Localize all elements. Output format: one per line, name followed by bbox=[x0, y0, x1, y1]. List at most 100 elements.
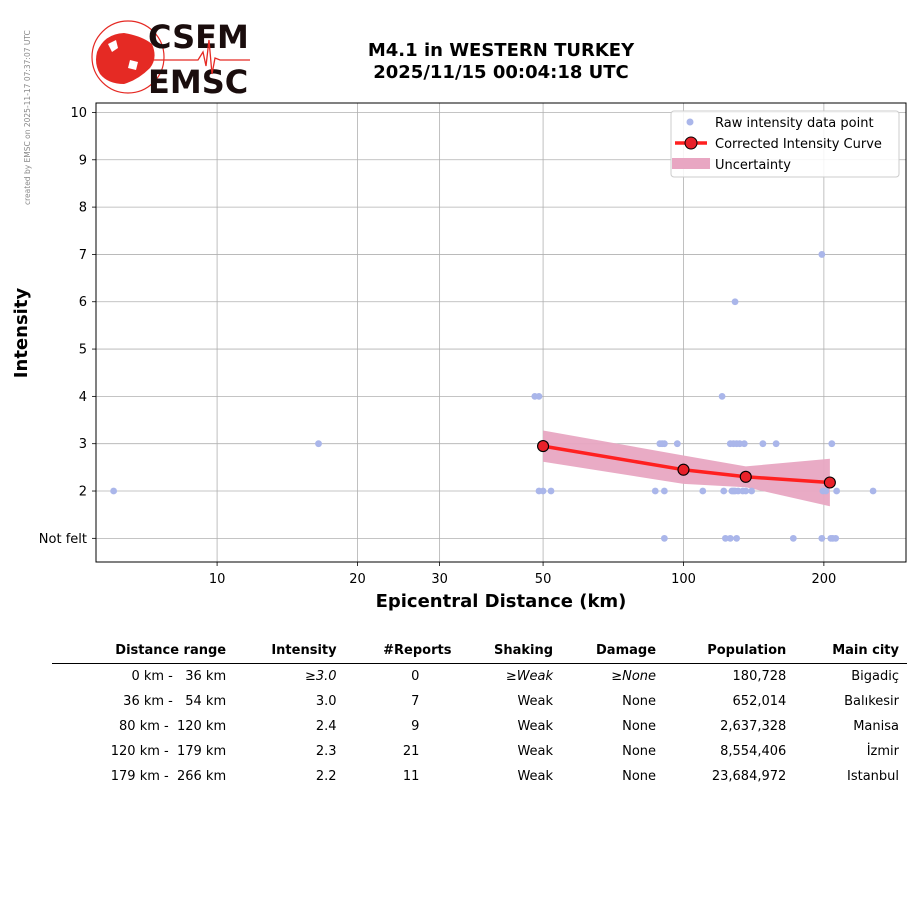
legend: Raw intensity data point Corrected Inten… bbox=[670, 110, 900, 178]
cell-city: İzmir bbox=[866, 744, 899, 759]
cell-range: 120 km - 179 km bbox=[110, 744, 227, 759]
x-tick-label: 30 bbox=[431, 572, 448, 587]
x-tick-label: 100 bbox=[671, 572, 696, 587]
raw-data-point bbox=[726, 534, 734, 542]
curve-marker bbox=[537, 440, 550, 453]
cell-reports: 0 bbox=[411, 669, 420, 684]
y-tick-label: 10 bbox=[70, 106, 87, 121]
x-tick-label: 50 bbox=[535, 572, 552, 587]
cell-damage: None bbox=[622, 719, 657, 734]
raw-data-point bbox=[818, 251, 826, 258]
x-axis-label: Epicentral Distance (km) bbox=[376, 591, 627, 612]
raw-data-point bbox=[547, 487, 555, 495]
cell-shaking: Weak bbox=[517, 719, 554, 734]
chart-title: M4.1 in WESTERN TURKEY bbox=[368, 40, 635, 61]
raw-data-point bbox=[539, 487, 547, 495]
raw-data-point bbox=[748, 487, 756, 495]
cell-damage: None bbox=[622, 744, 657, 759]
curve-layer bbox=[537, 440, 836, 489]
cell-range: 80 km - 120 km bbox=[119, 719, 227, 734]
cell-population: 2,637,328 bbox=[720, 719, 787, 734]
raw-points-layer bbox=[110, 251, 877, 542]
raw-data-point bbox=[742, 487, 750, 495]
x-tick-label: 10 bbox=[209, 572, 226, 587]
cell-damage: ≥None bbox=[611, 669, 657, 684]
header-damage: Damage bbox=[561, 638, 665, 664]
cell-intensity: 2.2 bbox=[315, 769, 337, 784]
raw-data-point bbox=[718, 392, 726, 400]
logo-line1: CSEM bbox=[148, 18, 249, 56]
table-row: 80 km - 120 km 2.4 9 Weak None 2,637,328… bbox=[52, 714, 907, 739]
header-intensity: Intensity bbox=[234, 638, 345, 664]
cell-population: 180,728 bbox=[732, 669, 787, 684]
raw-data-point bbox=[789, 534, 797, 542]
cell-intensity: 2.4 bbox=[315, 719, 337, 734]
raw-data-point bbox=[660, 440, 668, 448]
y-tick-label: 2 bbox=[79, 485, 87, 500]
cell-reports: 7 bbox=[411, 694, 420, 709]
cell-city: Manisa bbox=[853, 719, 899, 734]
cell-shaking: Weak bbox=[517, 744, 554, 759]
y-tick-label: 5 bbox=[79, 343, 87, 358]
curve-marker bbox=[677, 463, 690, 476]
y-tick-label: 7 bbox=[79, 248, 87, 263]
raw-data-point bbox=[535, 392, 543, 400]
legend-raw-label: Raw intensity data point bbox=[715, 116, 874, 131]
cell-range: 179 km - 266 km bbox=[110, 769, 227, 784]
y-ticks: Not felt 2 3 4 5 6 7 8 9 10 bbox=[39, 106, 96, 547]
raw-data-point bbox=[110, 487, 118, 495]
cell-shaking: Weak bbox=[517, 769, 554, 784]
y-tick-label: 9 bbox=[79, 153, 87, 168]
raw-data-point bbox=[731, 298, 739, 306]
cell-population: 652,014 bbox=[732, 694, 787, 709]
raw-data-point bbox=[818, 534, 826, 542]
table-row: 120 km - 179 km 2.3 21 Weak None 8,554,4… bbox=[52, 739, 907, 764]
raw-data-point bbox=[822, 487, 830, 495]
cell-shaking: ≥Weak bbox=[505, 669, 554, 684]
cell-intensity: 3.0 bbox=[315, 694, 337, 709]
y-axis-label: Intensity bbox=[11, 288, 32, 379]
raw-data-point bbox=[828, 440, 836, 448]
intensity-chart: created by EMSC on 2025-11-17 07:37:07 U… bbox=[11, 18, 907, 612]
raw-data-point bbox=[651, 487, 659, 495]
raw-data-point bbox=[673, 440, 681, 448]
curve-marker bbox=[823, 476, 836, 489]
header-population: Population bbox=[664, 638, 795, 664]
curve-marker bbox=[739, 470, 752, 483]
raw-data-point bbox=[772, 440, 780, 448]
cell-range: 0 km - 36 km bbox=[131, 669, 227, 684]
x-tick-label: 200 bbox=[811, 572, 836, 587]
raw-data-point bbox=[733, 534, 741, 542]
y-tick-label: 3 bbox=[79, 437, 87, 452]
raw-data-point bbox=[722, 534, 729, 542]
emsc-logo: CSEM EMSC bbox=[91, 18, 250, 101]
cell-damage: None bbox=[622, 694, 657, 709]
raw-data-point bbox=[759, 440, 767, 448]
header-distance: Distance range bbox=[52, 638, 235, 664]
raw-data-point bbox=[740, 440, 748, 448]
table-row: 0 km - 36 km ≥3.0 0 ≥Weak ≥None 180,728 … bbox=[52, 664, 907, 690]
header-reports: #Reports bbox=[344, 638, 460, 664]
y-tick-label: Not felt bbox=[39, 532, 87, 547]
table-row: 36 km - 54 km 3.0 7 Weak None 652,014 Ba… bbox=[52, 689, 907, 714]
intensity-curve bbox=[542, 444, 831, 485]
header-city: Main city bbox=[794, 638, 907, 664]
table-row: 179 km - 266 km 2.2 11 Weak None 23,684,… bbox=[52, 764, 907, 789]
table-header-row: Distance range Intensity #Reports Shakin… bbox=[52, 638, 907, 664]
legend-raw-marker bbox=[686, 118, 694, 126]
x-ticks: 10 20 30 50 100 200 bbox=[209, 562, 836, 587]
chart-subtitle: 2025/11/15 00:04:18 UTC bbox=[373, 62, 629, 83]
y-tick-label: 4 bbox=[79, 390, 87, 405]
cell-reports: 9 bbox=[411, 719, 420, 734]
cell-shaking: Weak bbox=[517, 694, 554, 709]
y-tick-label: 6 bbox=[79, 295, 87, 310]
cell-damage: None bbox=[622, 769, 657, 784]
x-tick-label: 20 bbox=[349, 572, 366, 587]
legend-band-label: Uncertainty bbox=[715, 158, 791, 173]
raw-data-point bbox=[315, 440, 322, 448]
cell-city: Bigadiç bbox=[851, 669, 899, 684]
raw-data-point bbox=[660, 534, 668, 542]
cell-intensity: 2.3 bbox=[315, 744, 337, 759]
cell-population: 8,554,406 bbox=[720, 744, 787, 759]
raw-data-point bbox=[832, 534, 840, 542]
